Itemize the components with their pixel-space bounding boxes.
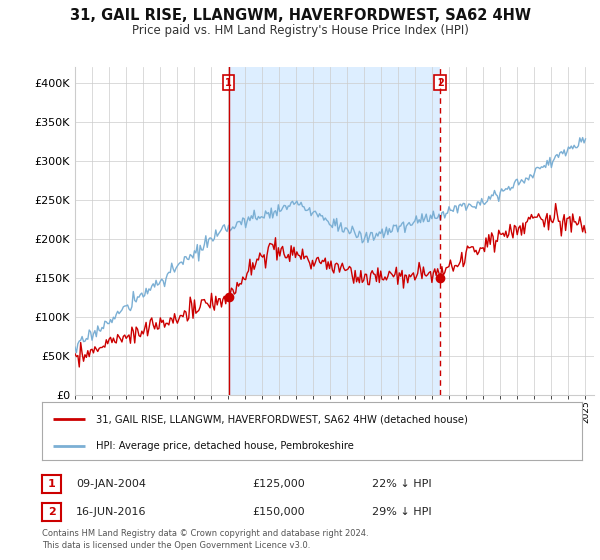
Text: 1: 1 bbox=[48, 479, 55, 489]
Text: 09-JAN-2004: 09-JAN-2004 bbox=[76, 479, 146, 489]
Text: 1: 1 bbox=[225, 78, 232, 88]
Text: 2: 2 bbox=[437, 78, 443, 88]
Text: Contains HM Land Registry data © Crown copyright and database right 2024.
This d: Contains HM Land Registry data © Crown c… bbox=[42, 529, 368, 550]
Text: 16-JUN-2016: 16-JUN-2016 bbox=[76, 507, 146, 517]
Text: 31, GAIL RISE, LLANGWM, HAVERFORDWEST, SA62 4HW: 31, GAIL RISE, LLANGWM, HAVERFORDWEST, S… bbox=[70, 8, 530, 24]
Text: £125,000: £125,000 bbox=[252, 479, 305, 489]
Text: £150,000: £150,000 bbox=[252, 507, 305, 517]
Text: 29% ↓ HPI: 29% ↓ HPI bbox=[372, 507, 431, 517]
Text: 31, GAIL RISE, LLANGWM, HAVERFORDWEST, SA62 4HW (detached house): 31, GAIL RISE, LLANGWM, HAVERFORDWEST, S… bbox=[96, 414, 468, 424]
Text: Price paid vs. HM Land Registry's House Price Index (HPI): Price paid vs. HM Land Registry's House … bbox=[131, 24, 469, 37]
Text: 22% ↓ HPI: 22% ↓ HPI bbox=[372, 479, 431, 489]
Bar bbox=[229, 67, 440, 395]
Text: HPI: Average price, detached house, Pembrokeshire: HPI: Average price, detached house, Pemb… bbox=[96, 441, 354, 451]
Text: 2: 2 bbox=[48, 507, 55, 517]
